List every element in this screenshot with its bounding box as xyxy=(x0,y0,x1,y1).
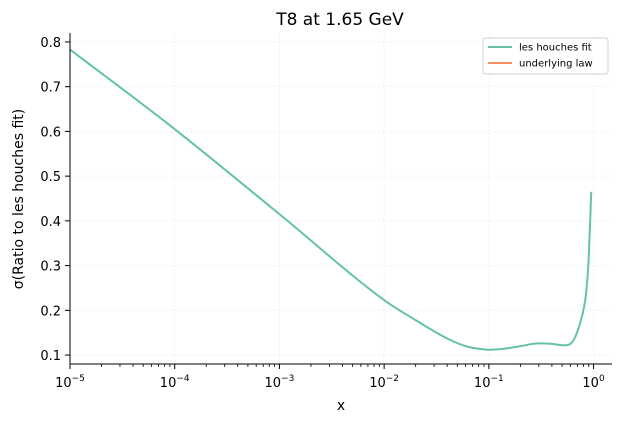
x-tick-label: 10−5 xyxy=(55,374,85,391)
x-tick-label: 10−2 xyxy=(369,374,399,391)
series-line-les-houches-fit xyxy=(69,48,593,351)
y-tick-label: 0.2 xyxy=(40,304,61,319)
legend-label: underlying law xyxy=(519,59,593,70)
x-axis-title: x xyxy=(337,398,345,414)
plot-area xyxy=(69,48,593,351)
x-tick-label: 100 xyxy=(582,374,605,391)
chart-title: T8 at 1.65 GeV xyxy=(275,10,404,30)
axes xyxy=(69,33,612,365)
legend-box xyxy=(482,37,609,75)
x-ticks: 10−5 10−4 10−3 10−2 10−1 100 xyxy=(55,364,605,391)
y-tick-label: 0.7 xyxy=(40,81,61,96)
x-tick-label: 10−4 xyxy=(160,374,190,391)
y-ticks: 0.1 0.2 0.3 0.4 0.5 0.6 0.7 0.8 xyxy=(40,36,70,364)
y-tick-label: 0.8 xyxy=(40,36,61,51)
y-tick-label: 0.4 xyxy=(40,215,61,230)
x-tick-label: 10−3 xyxy=(265,374,295,391)
y-tick-label: 0.1 xyxy=(40,349,61,364)
legend-label: les houches fit xyxy=(519,43,592,54)
y-axis-title: σ(Ratio to les houches fit) xyxy=(11,109,27,290)
y-tick-label: 0.3 xyxy=(40,260,61,275)
y-tick-label: 0.6 xyxy=(40,125,61,140)
legend: les houches fit underlying law xyxy=(482,37,609,75)
x-tick-label: 10−1 xyxy=(474,374,504,391)
y-tick-label: 0.5 xyxy=(40,170,61,185)
